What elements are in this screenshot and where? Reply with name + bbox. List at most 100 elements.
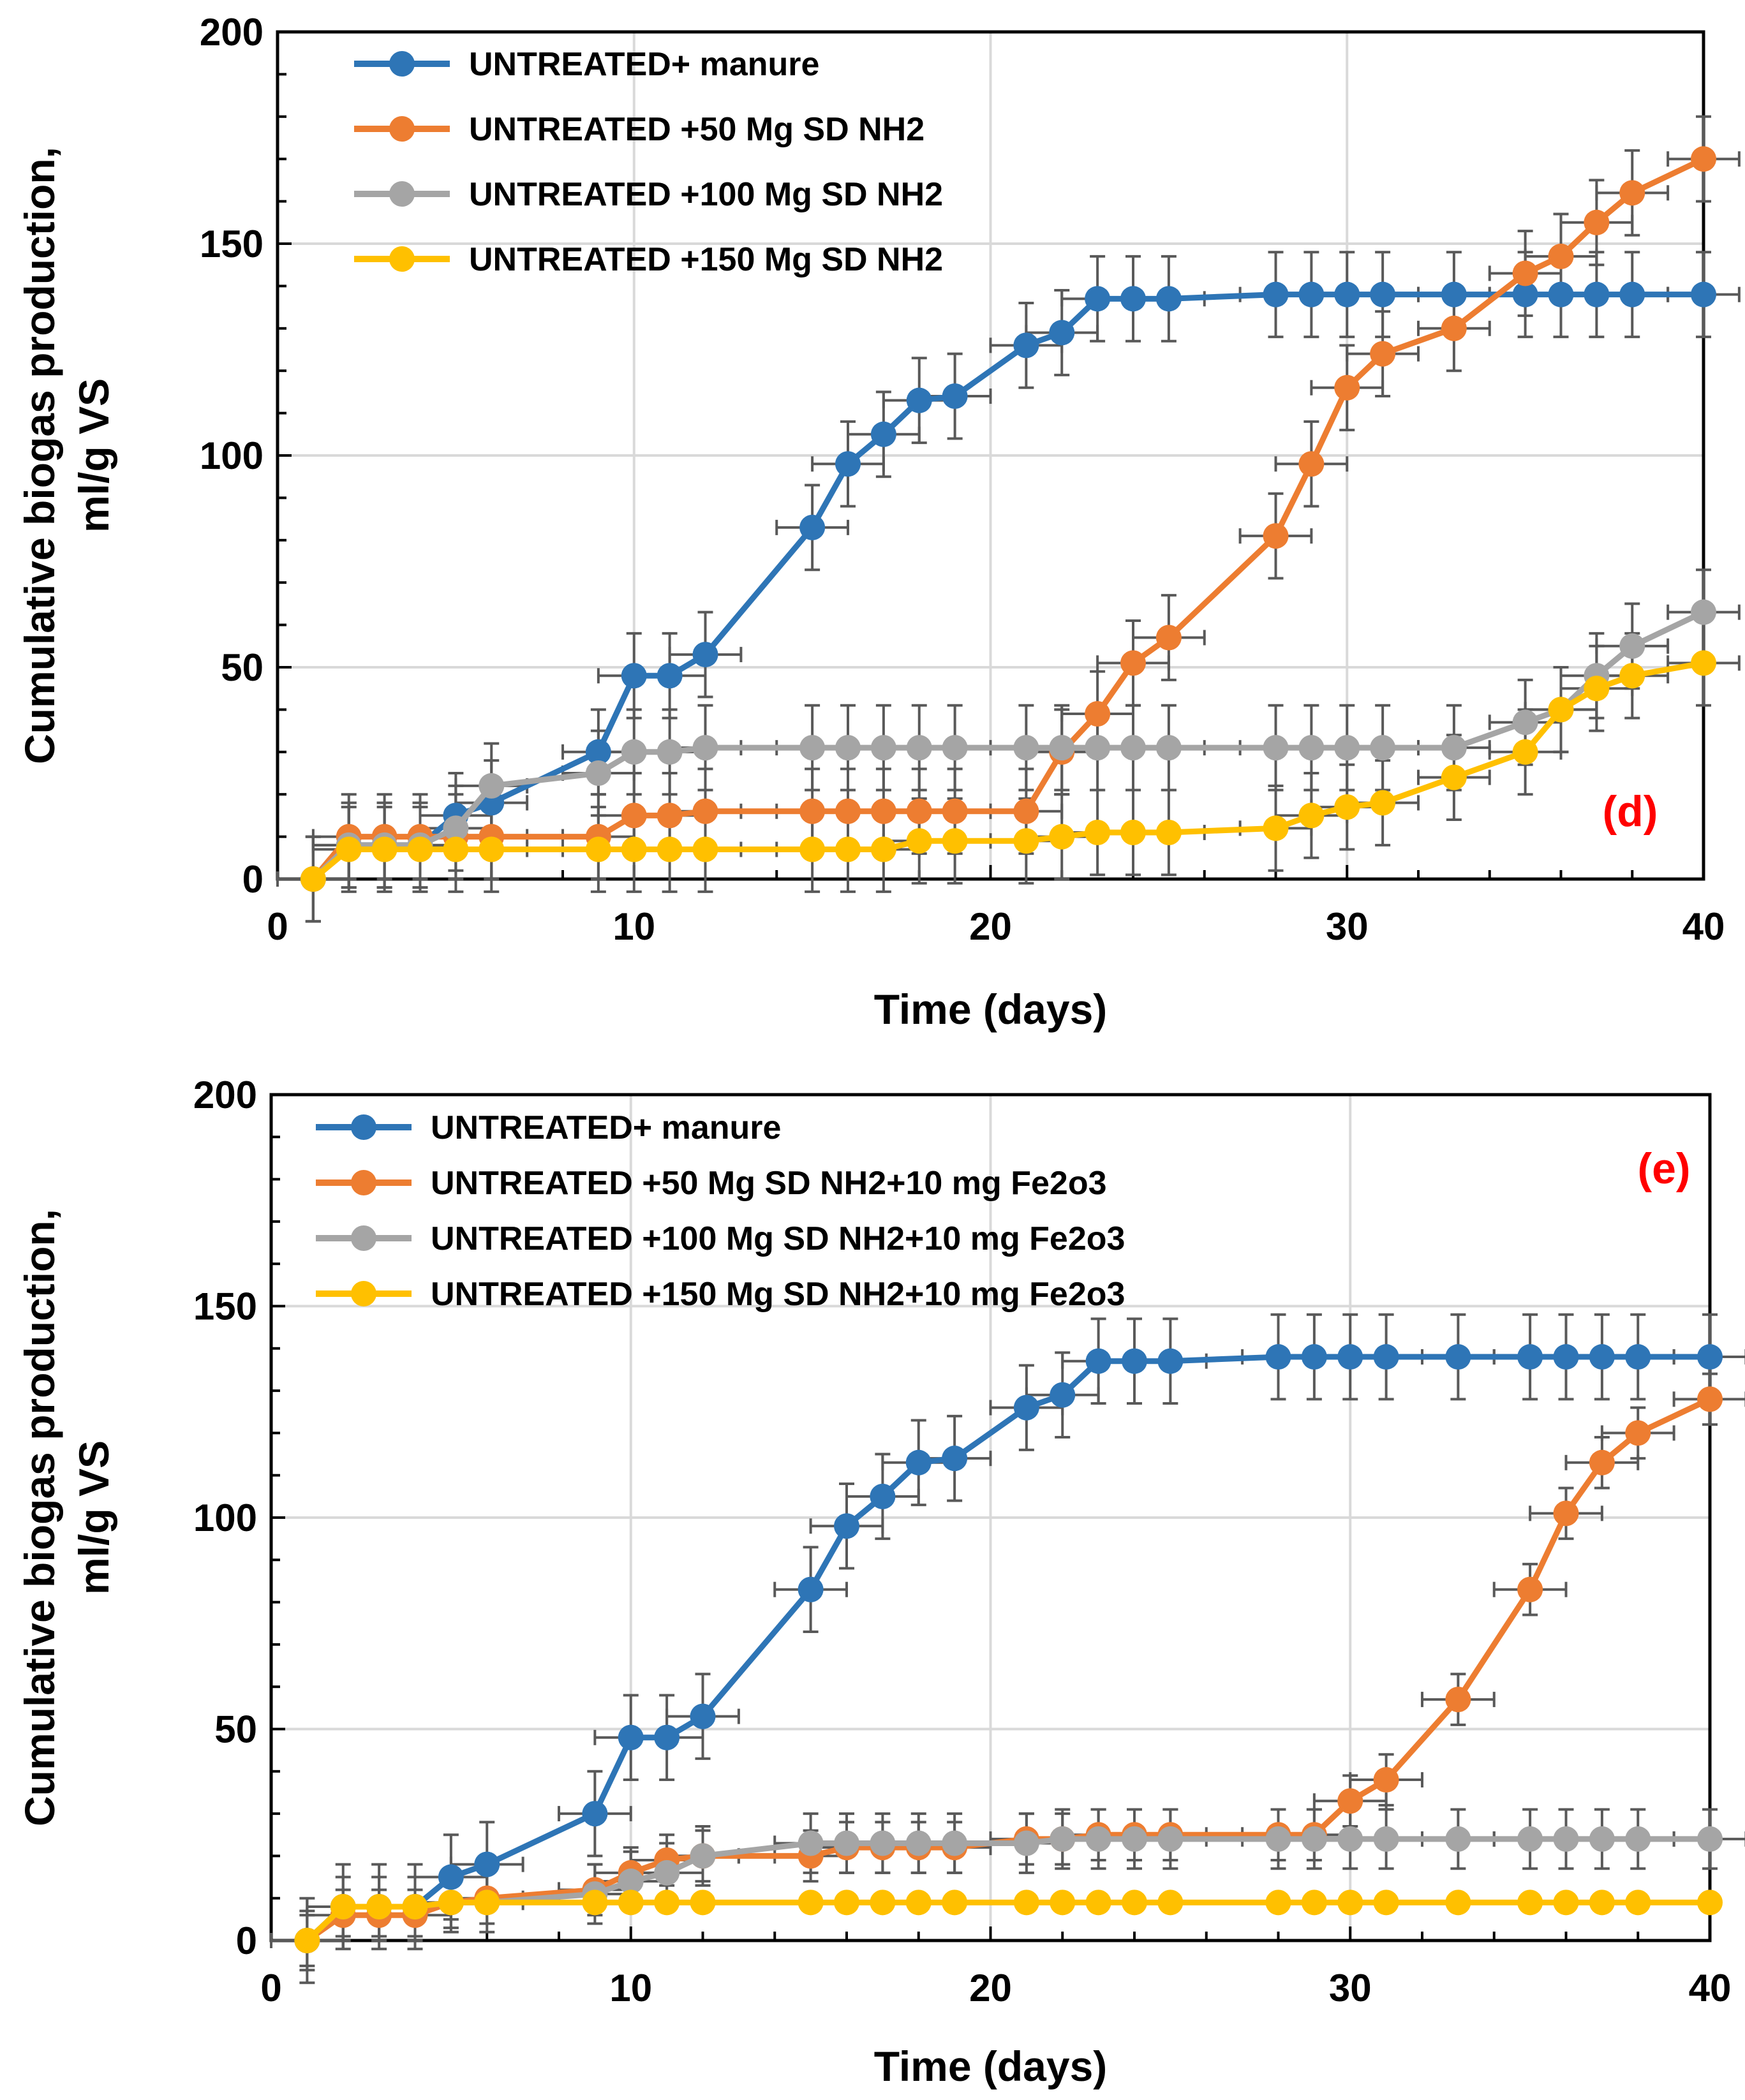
data-point [870, 1889, 896, 1916]
y-tick-label: 200 [193, 1074, 257, 1116]
data-point [1085, 1826, 1111, 1852]
data-point [1155, 625, 1182, 651]
data-point [1157, 1348, 1184, 1374]
data-point [1122, 1826, 1147, 1852]
data-point [1517, 1344, 1543, 1370]
data-point [1085, 1889, 1111, 1916]
data-point [585, 739, 611, 765]
legend-swatch-marker [389, 51, 415, 77]
data-point [692, 642, 718, 668]
data-point [1625, 1344, 1651, 1370]
data-point [1155, 286, 1182, 312]
data-point [690, 1703, 716, 1729]
data-point [1512, 281, 1538, 307]
data-point [834, 1889, 859, 1916]
data-point [906, 735, 932, 761]
data-point [798, 1576, 824, 1602]
y-axis-title-line2: ml/g VS [70, 1440, 117, 1595]
data-point [474, 1851, 500, 1877]
data-point [1298, 802, 1325, 829]
data-point [692, 798, 718, 824]
data-point [942, 1446, 968, 1472]
data-point [799, 836, 826, 862]
data-point [366, 1893, 392, 1919]
data-point [870, 1483, 896, 1509]
chart-panel-2: 0 50 100 150 200 0 10 20 30 40 Time (days) Cumulati… [16, 1074, 1745, 2090]
data-point [582, 1889, 608, 1916]
x-tick-label: 40 [1682, 905, 1725, 948]
y-tick-label: 50 [214, 1708, 257, 1751]
data-point [1553, 1344, 1579, 1370]
y-axis-title-line2: ml/g VS [70, 378, 117, 533]
data-point [1013, 735, 1039, 761]
data-point [799, 735, 826, 761]
y-tick-label: 100 [200, 434, 264, 477]
data-point [1263, 523, 1289, 549]
data-point [1697, 1889, 1723, 1916]
data-point [1445, 1826, 1471, 1852]
data-point [1691, 599, 1716, 625]
legend-swatch-marker [351, 1170, 376, 1195]
x-tick-label: 30 [1329, 1967, 1372, 2009]
data-point [300, 866, 326, 892]
y-axis-title-line1: Cumulative biogas production, [16, 147, 63, 764]
data-point [906, 828, 932, 854]
panel-label: (e) [1637, 1144, 1690, 1193]
data-point [443, 815, 469, 841]
data-point [1548, 243, 1574, 269]
data-point [1120, 286, 1146, 312]
data-point [1120, 735, 1146, 761]
data-point [1085, 701, 1111, 727]
data-point [1619, 633, 1645, 659]
y-tick-label: 50 [221, 646, 264, 689]
data-point [1553, 1500, 1579, 1527]
panel-label: (d) [1603, 787, 1658, 836]
data-point [1370, 281, 1396, 307]
data-point [1013, 1889, 1039, 1916]
data-point [1370, 790, 1396, 816]
data-point [905, 1449, 932, 1475]
data-point [582, 1801, 608, 1827]
data-point [294, 1928, 320, 1953]
y-tick-label: 150 [193, 1285, 257, 1328]
data-point [621, 663, 647, 689]
data-point [835, 798, 861, 824]
data-point [870, 735, 896, 761]
data-point [1691, 146, 1716, 172]
legend-label: UNTREATED +100 Mg SD NH2 [469, 176, 943, 213]
data-point [1334, 281, 1360, 307]
data-point [1370, 735, 1396, 761]
data-point [1085, 735, 1111, 761]
data-point [443, 836, 469, 862]
data-point [834, 1830, 859, 1856]
legend-swatch-marker [351, 1281, 376, 1306]
data-point [1263, 281, 1289, 307]
data-point [1085, 286, 1111, 312]
legend-label: UNTREATED +150 Mg SD NH2+10 mg Fe2o3 [431, 1276, 1125, 1313]
data-point [1548, 281, 1574, 307]
data-point [942, 828, 968, 854]
y-tick-label: 0 [236, 1919, 257, 1962]
series-markers-4 [294, 1889, 1723, 1953]
data-point [1265, 1889, 1291, 1916]
data-point [1263, 815, 1289, 841]
data-point [1085, 819, 1111, 845]
data-point [1445, 1687, 1471, 1713]
data-point [1049, 735, 1075, 761]
data-point [618, 1889, 644, 1916]
data-point [1120, 650, 1146, 676]
y-tick-label: 100 [193, 1497, 257, 1539]
data-point [1301, 1826, 1327, 1852]
data-point [1584, 676, 1610, 702]
data-point [479, 773, 505, 799]
data-point [835, 836, 861, 862]
data-point [942, 798, 968, 824]
legend-label: UNTREATED +50 Mg SD NH2 [469, 111, 924, 148]
data-point [621, 802, 647, 829]
data-point [1373, 1826, 1399, 1852]
data-point [474, 1889, 500, 1916]
data-point [438, 1889, 464, 1916]
data-point [1155, 735, 1182, 761]
data-point [905, 1889, 932, 1916]
legend-swatch-marker [389, 116, 415, 142]
